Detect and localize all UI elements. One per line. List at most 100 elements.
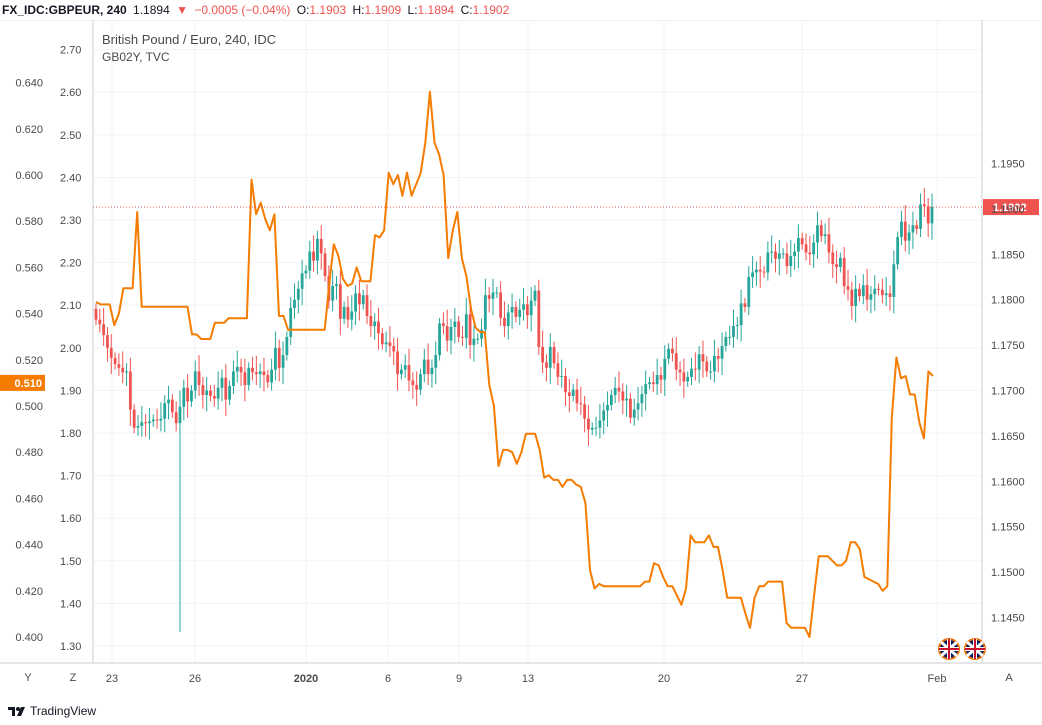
right-axis-tick-label: 1.1850 [991,249,1025,261]
middle-axis-tick-label: 2.50 [60,130,81,142]
left-axis-button[interactable] [14,668,42,685]
candle-body [220,377,224,388]
candle-body [289,307,293,337]
left-axis-tick-label: 0.440 [15,540,43,552]
candle-body [296,288,300,300]
candle-body [285,336,289,356]
left-axis-tick-label: 0.600 [15,170,43,182]
candle-body [503,317,506,327]
middle-price-axis[interactable]: 2.70 2.60 2.50 2.40 2.30 2.20 2.10 2.00 1.90 1.80… [60,45,81,653]
candle-body [900,221,903,238]
middle-axis-tick-label: 2.20 [60,258,81,270]
candle-body [361,295,365,305]
candle-body [644,384,648,395]
candle-body [907,232,911,241]
middle-axis-tick-label: 2.10 [60,300,81,312]
candle-body [716,355,720,359]
candle-body [758,269,762,272]
candle-body [606,405,609,411]
chart-legend: British Pound / Euro, 240, IDC GB02Y, TV… [102,32,276,64]
candle-body [655,375,659,385]
candle-body [304,270,308,274]
candle-body [766,252,770,273]
symbol-label[interactable]: FX_IDC:GBPEUR, 240 [2,3,127,17]
candle-body [751,272,754,277]
candle-body [480,329,483,339]
candle-body [495,292,499,294]
candle-body [884,293,888,296]
candle-body [522,304,525,310]
candle-body [548,346,552,368]
candle-body [823,234,827,237]
candle-body [232,371,235,386]
middle-axis-tick-label: 2.40 [60,172,81,184]
candle-body [323,253,327,277]
right-axis-tick-label: 1.1600 [991,476,1025,488]
candle-body [571,389,575,396]
candle-body [369,316,373,327]
candle-body [564,375,567,393]
middle-axis-tick-label: 1.30 [60,641,81,653]
right-axis-button[interactable] [994,668,1024,685]
candle-body [865,285,869,300]
candle-body [106,335,109,348]
candle-body [587,418,590,430]
time-axis[interactable]: 23 26 2020 6 9 13 20 27 Feb [106,673,947,685]
time-axis-tick-label: 20 [658,673,670,685]
candle-body [316,238,319,261]
left-axis-tick-label: 0.580 [15,216,43,228]
candle-body [774,251,777,259]
middle-axis-tick-label: 2.30 [60,215,81,227]
left-price-axis[interactable]: 0.640 0.620 0.600 0.580 0.560 0.540 0.520 0.500… [0,78,45,644]
candle-body [651,382,655,385]
candle-body [755,269,758,273]
left-axis-tick-label: 0.420 [15,586,43,598]
candle-body [667,348,671,359]
tradingview-logo[interactable]: TradingView [8,704,96,718]
candle-body [415,385,419,390]
candle-body [629,398,632,418]
candle-body [659,375,663,380]
candle-body [350,311,354,320]
candle-body [747,277,751,307]
open-value: 1.1903 [309,3,347,17]
left-axis-tick-label: 0.640 [15,78,43,90]
candle-body [739,303,743,326]
candle-body [632,409,636,418]
candle-body [785,253,789,267]
candle-body [277,347,281,368]
currency-flags [938,638,986,660]
candle-body [426,359,430,375]
middle-axis-button-label: Z [70,672,77,684]
candle-body [419,374,422,390]
right-axis-tick-label: 1.1550 [991,522,1025,534]
candle-body [552,346,556,364]
candle-body [94,308,98,320]
candle-body [861,285,865,297]
yield-line-series [95,90,934,638]
candle-body [170,399,174,413]
middle-axis-tick-label: 1.90 [60,385,81,397]
left-current-value-label: 0.510 [14,378,42,390]
candle-body [678,369,682,373]
candle-body [506,312,510,327]
candle-body [216,387,220,399]
candle-body [609,395,613,406]
candle-body [537,290,541,347]
candle-body [125,371,128,373]
middle-axis-button[interactable] [60,668,88,685]
last-price: 1.1894 [133,3,170,17]
price-chart[interactable]: 1.1902 0.640 0.620 0.600 0.580 0.560 0.540 0.5… [0,20,1042,698]
candle-body [598,420,602,428]
legend-compare-series: GB02Y, TVC [102,50,170,64]
candle-body [693,368,697,370]
candle-body [453,321,457,327]
candle-body [335,284,338,287]
candle-body [621,391,625,401]
candle-body [732,326,735,337]
candle-body [117,364,121,368]
right-price-axis[interactable]: 1.1950 1.1900 1.1850 1.1800 1.1750 1.1700 1.16… [991,159,1025,625]
footer: TradingView [0,698,1042,725]
uk-flag-icon [938,638,960,660]
candle-body [396,351,399,375]
